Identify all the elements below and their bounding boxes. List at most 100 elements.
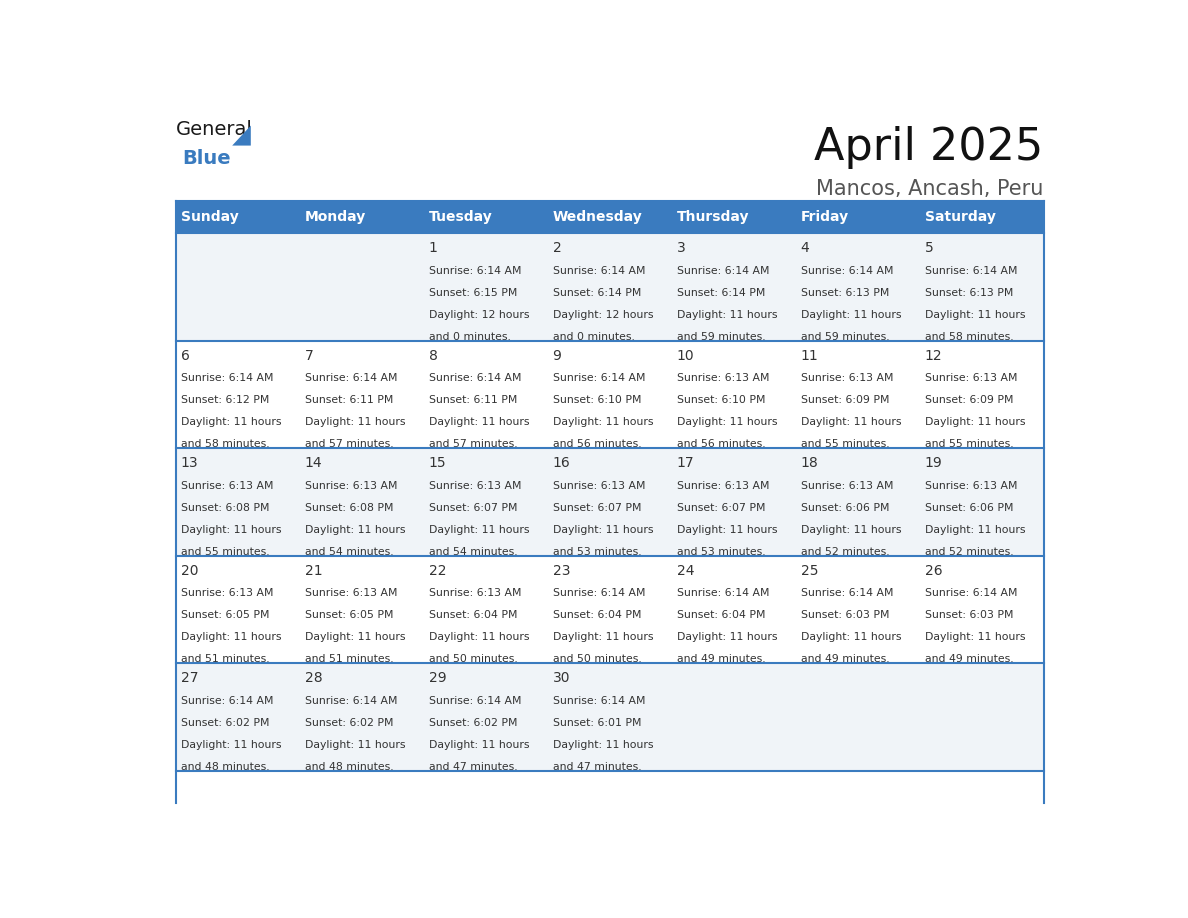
Text: Sunset: 6:13 PM: Sunset: 6:13 PM [924,287,1013,297]
Text: Daylight: 11 hours: Daylight: 11 hours [677,309,777,319]
Text: Sunset: 6:02 PM: Sunset: 6:02 PM [429,718,517,728]
Bar [176,448,1043,555]
Text: Sunrise: 6:14 AM: Sunrise: 6:14 AM [429,265,522,275]
Text: Daylight: 12 hours: Daylight: 12 hours [429,309,529,319]
Text: 26: 26 [924,564,942,577]
Text: 7: 7 [304,349,314,363]
Text: Saturday: Saturday [924,210,996,224]
Text: and 54 minutes.: and 54 minutes. [304,546,393,556]
Text: Sunset: 6:07 PM: Sunset: 6:07 PM [429,503,517,512]
Text: Sunrise: 6:13 AM: Sunrise: 6:13 AM [429,481,522,491]
Text: 20: 20 [181,564,198,577]
Text: Sunrise: 6:13 AM: Sunrise: 6:13 AM [181,481,273,491]
Text: Sunset: 6:05 PM: Sunset: 6:05 PM [304,610,393,621]
Text: Daylight: 11 hours: Daylight: 11 hours [677,524,777,534]
Text: Sunrise: 6:14 AM: Sunrise: 6:14 AM [801,265,893,275]
Text: Sunrise: 6:13 AM: Sunrise: 6:13 AM [801,481,893,491]
Text: Daylight: 11 hours: Daylight: 11 hours [181,417,282,427]
Bar [176,341,1043,448]
Bar [796,201,920,233]
Text: and 0 minutes.: and 0 minutes. [552,331,634,341]
Text: Sunrise: 6:13 AM: Sunrise: 6:13 AM [304,588,397,599]
Text: Sunset: 6:11 PM: Sunset: 6:11 PM [429,395,517,405]
Text: Daylight: 11 hours: Daylight: 11 hours [429,740,529,750]
Text: Sunrise: 6:14 AM: Sunrise: 6:14 AM [677,588,769,599]
Text: Daylight: 11 hours: Daylight: 11 hours [181,524,282,534]
Text: 27: 27 [181,671,198,685]
Text: Daylight: 12 hours: Daylight: 12 hours [552,309,653,319]
Text: Sunset: 6:05 PM: Sunset: 6:05 PM [181,610,270,621]
Text: 30: 30 [552,671,570,685]
Text: Sunrise: 6:13 AM: Sunrise: 6:13 AM [924,374,1017,383]
Text: and 58 minutes.: and 58 minutes. [181,439,270,449]
Text: Sunrise: 6:14 AM: Sunrise: 6:14 AM [552,374,645,383]
Text: Sunset: 6:13 PM: Sunset: 6:13 PM [801,287,889,297]
Text: and 47 minutes.: and 47 minutes. [429,762,517,771]
Text: Sunrise: 6:13 AM: Sunrise: 6:13 AM [677,481,769,491]
Text: Sunrise: 6:13 AM: Sunrise: 6:13 AM [552,481,645,491]
Text: and 48 minutes.: and 48 minutes. [181,762,270,771]
Text: Daylight: 11 hours: Daylight: 11 hours [304,633,405,642]
Text: 23: 23 [552,564,570,577]
Text: Mancos, Ancash, Peru: Mancos, Ancash, Peru [816,179,1043,199]
Bar [424,201,548,233]
Text: 1: 1 [429,241,437,255]
Text: Sunset: 6:09 PM: Sunset: 6:09 PM [924,395,1013,405]
Text: Sunset: 6:08 PM: Sunset: 6:08 PM [304,503,393,512]
Text: Sunset: 6:03 PM: Sunset: 6:03 PM [801,610,889,621]
Text: 17: 17 [677,456,694,470]
Text: Sunset: 6:04 PM: Sunset: 6:04 PM [429,610,517,621]
Text: 13: 13 [181,456,198,470]
Text: Sunset: 6:03 PM: Sunset: 6:03 PM [924,610,1013,621]
Text: Wednesday: Wednesday [552,210,643,224]
Text: Sunrise: 6:13 AM: Sunrise: 6:13 AM [304,481,397,491]
Text: Daylight: 11 hours: Daylight: 11 hours [801,633,901,642]
Text: 3: 3 [677,241,685,255]
Text: Sunset: 6:02 PM: Sunset: 6:02 PM [304,718,393,728]
Text: and 0 minutes.: and 0 minutes. [429,331,511,341]
Text: and 53 minutes.: and 53 minutes. [677,546,765,556]
Text: 2: 2 [552,241,562,255]
Polygon shape [232,126,251,146]
Text: and 56 minutes.: and 56 minutes. [552,439,642,449]
Bar [671,201,796,233]
Text: Sunrise: 6:14 AM: Sunrise: 6:14 AM [429,374,522,383]
Text: and 56 minutes.: and 56 minutes. [677,439,765,449]
Text: and 50 minutes.: and 50 minutes. [552,654,642,664]
Text: and 52 minutes.: and 52 minutes. [924,546,1013,556]
Text: 24: 24 [677,564,694,577]
Text: Sunset: 6:06 PM: Sunset: 6:06 PM [801,503,889,512]
Text: Thursday: Thursday [677,210,750,224]
Text: Tuesday: Tuesday [429,210,492,224]
Text: Sunset: 6:09 PM: Sunset: 6:09 PM [801,395,889,405]
Text: Sunset: 6:06 PM: Sunset: 6:06 PM [924,503,1013,512]
Text: Sunrise: 6:13 AM: Sunrise: 6:13 AM [181,588,273,599]
Text: and 59 minutes.: and 59 minutes. [801,331,889,341]
Text: Sunset: 6:12 PM: Sunset: 6:12 PM [181,395,268,405]
Text: 18: 18 [801,456,819,470]
Text: and 59 minutes.: and 59 minutes. [677,331,765,341]
Text: Daylight: 11 hours: Daylight: 11 hours [801,309,901,319]
Bar [176,664,1043,771]
Text: 11: 11 [801,349,819,363]
Text: and 52 minutes.: and 52 minutes. [801,546,889,556]
Text: Sunset: 6:04 PM: Sunset: 6:04 PM [552,610,642,621]
Text: Sunday: Sunday [181,210,239,224]
Text: 10: 10 [677,349,694,363]
Text: Sunset: 6:15 PM: Sunset: 6:15 PM [429,287,517,297]
Text: Daylight: 11 hours: Daylight: 11 hours [181,740,282,750]
Text: Daylight: 11 hours: Daylight: 11 hours [801,417,901,427]
Text: 6: 6 [181,349,189,363]
Text: Sunrise: 6:13 AM: Sunrise: 6:13 AM [801,374,893,383]
Text: Sunrise: 6:14 AM: Sunrise: 6:14 AM [552,696,645,706]
Text: and 55 minutes.: and 55 minutes. [181,546,270,556]
Text: 29: 29 [429,671,447,685]
Bar [176,201,299,233]
Text: and 53 minutes.: and 53 minutes. [552,546,642,556]
Text: and 49 minutes.: and 49 minutes. [924,654,1013,664]
Text: Daylight: 11 hours: Daylight: 11 hours [304,524,405,534]
Text: 22: 22 [429,564,446,577]
Text: Sunrise: 6:14 AM: Sunrise: 6:14 AM [801,588,893,599]
Text: General: General [176,120,253,140]
Text: 15: 15 [429,456,447,470]
